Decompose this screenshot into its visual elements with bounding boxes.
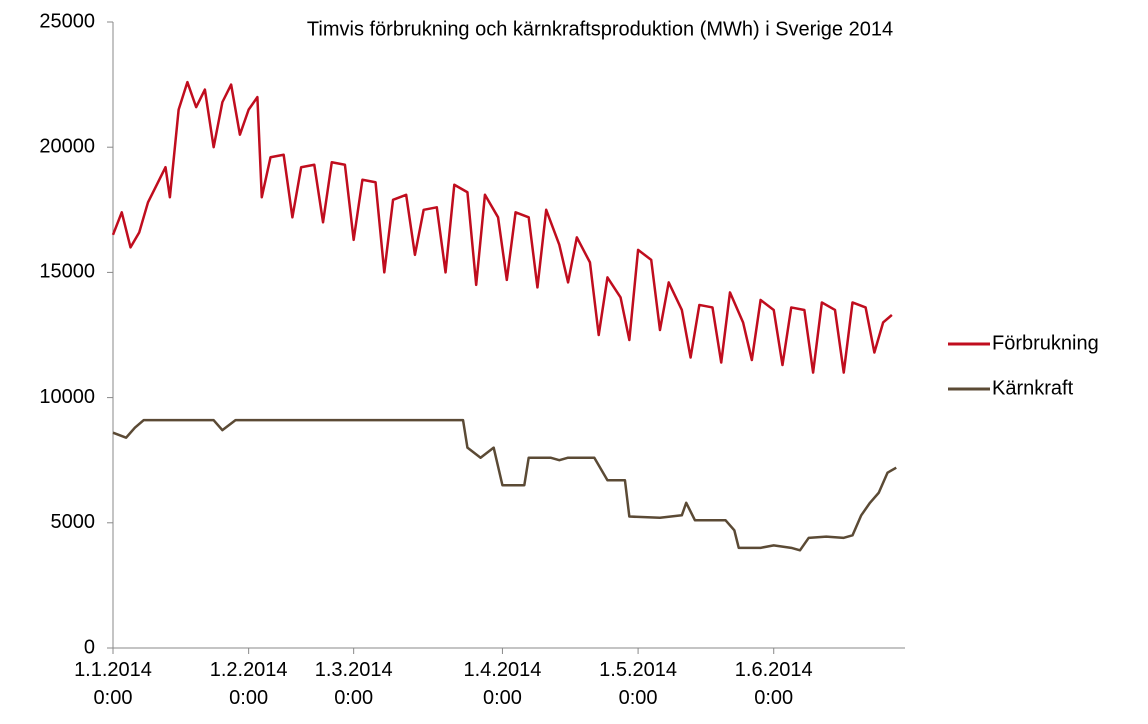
x-tick-label: 1.5.2014 0:00	[599, 659, 677, 709]
x-tick-label-line: 0:00	[229, 687, 268, 709]
x-tick-label: 1.1.2014 0:00	[74, 659, 152, 709]
y-tick-label: 10000	[39, 386, 95, 408]
x-tick-label-line: 1.6.2014	[735, 659, 813, 681]
x-tick-label-line: 0:00	[619, 687, 658, 709]
x-tick-label: 1.4.2014 0:00	[464, 659, 542, 709]
x-tick-label-line: 1.1.2014	[74, 659, 152, 681]
series-line	[111, 80, 893, 374]
legend-label: Förbrukning	[992, 332, 1099, 354]
y-tick-label: 5000	[51, 511, 96, 533]
y-tick-label: 0	[84, 636, 95, 658]
x-tick-label-line: 1.2.2014	[210, 659, 288, 681]
x-tick-label-line: 0:00	[754, 687, 793, 709]
legend-label: Kärnkraft	[992, 377, 1074, 399]
x-tick-label-line: 1.5.2014	[599, 659, 677, 681]
x-tick-label-line: 0:00	[483, 687, 522, 709]
x-tick-label-line: 1.3.2014	[315, 659, 393, 681]
series-line	[112, 418, 897, 552]
y-tick-label: 25000	[39, 10, 95, 32]
x-tick-label-line: 0:00	[334, 687, 373, 709]
x-tick-label-line: 1.4.2014	[464, 659, 542, 681]
x-tick-label: 1.3.2014 0:00	[315, 659, 393, 709]
x-tick-label: 1.6.2014 0:00	[735, 659, 813, 709]
y-tick-label: 15000	[39, 261, 95, 283]
chart-title: Timvis förbrukning och kärnkraftsprodukt…	[307, 18, 893, 40]
x-tick-label: 1.2.2014 0:00	[210, 659, 288, 709]
y-tick-label: 20000	[39, 135, 95, 157]
x-tick-label-line: 0:00	[94, 687, 133, 709]
